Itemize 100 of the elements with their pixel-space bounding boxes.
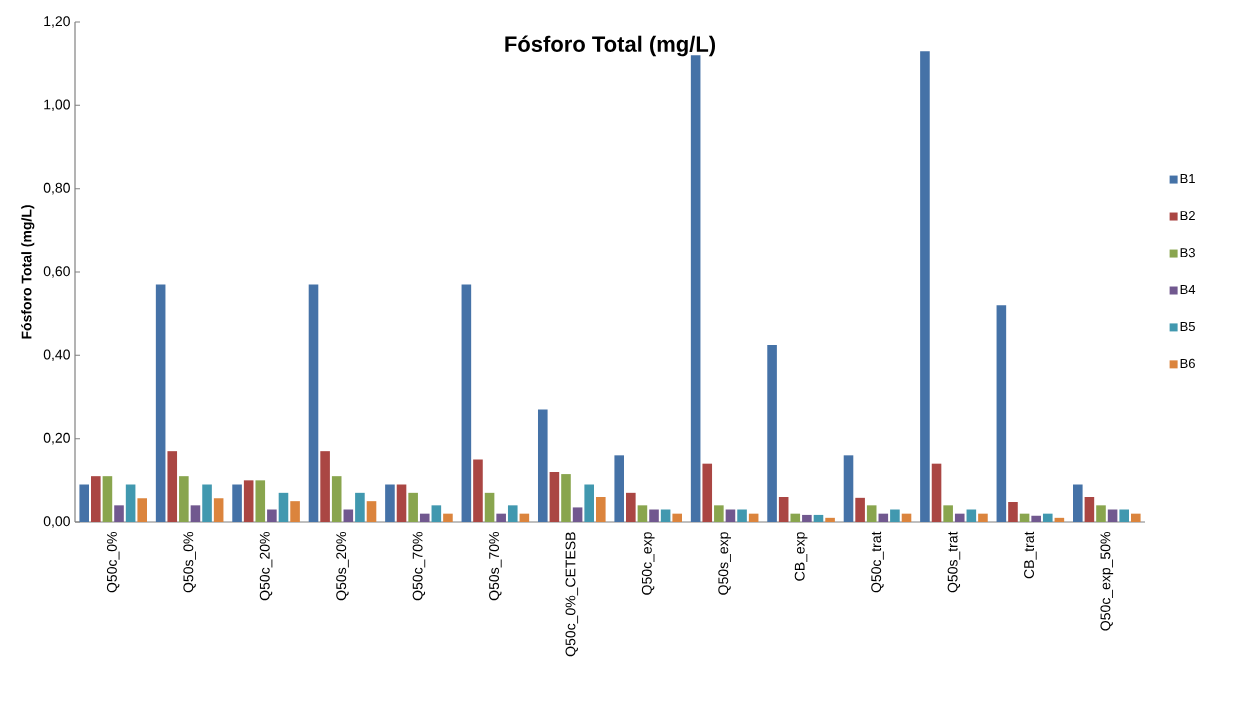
bar [1119, 509, 1129, 522]
x-tick-label: Q50c_70% [412, 532, 426, 601]
bar [561, 474, 571, 522]
bar [549, 472, 560, 522]
bar [737, 509, 747, 522]
bar [901, 513, 912, 522]
x-tick-label: Q50s_trat [947, 531, 961, 593]
bar [996, 305, 1007, 522]
bar [190, 505, 201, 522]
bar [167, 451, 178, 522]
bar [408, 492, 418, 522]
bar [366, 501, 377, 522]
legend-label: B2 [1180, 211, 1195, 221]
bar [267, 509, 277, 522]
x-tick-label: Q50s_0% [183, 532, 196, 593]
bar [790, 513, 801, 522]
bar [102, 476, 113, 522]
bar [290, 501, 300, 522]
bar [825, 517, 835, 522]
bar [431, 505, 442, 522]
bar [1130, 513, 1141, 522]
bar [866, 505, 877, 522]
legend-label: B6 [1180, 358, 1195, 369]
bar [843, 455, 854, 522]
bar [920, 51, 930, 522]
x-tick-label: Q50s_exp [718, 532, 731, 595]
legend-label: B1 [1180, 174, 1195, 184]
x-tick-label: Q50c_20% [259, 532, 273, 601]
bar [702, 463, 713, 522]
bar [1042, 513, 1053, 522]
bar [278, 492, 289, 522]
bar [507, 505, 518, 522]
bar [255, 480, 266, 522]
bar [595, 497, 606, 522]
bar [1072, 484, 1083, 522]
bar [1019, 513, 1030, 522]
bar [748, 513, 759, 522]
bar [802, 514, 812, 522]
bar [660, 509, 671, 522]
bar [461, 284, 472, 522]
bar [637, 505, 648, 522]
bar [649, 509, 659, 522]
bar [396, 484, 407, 522]
bar [91, 476, 101, 522]
bar [343, 509, 354, 522]
x-tick-label: CB_exp [794, 532, 808, 581]
x-tick-label: Q50c_0% [106, 532, 120, 593]
legend-label: B3 [1180, 248, 1195, 258]
x-tick-label: Q50c_trat [871, 531, 884, 593]
legend-label: B5 [1180, 321, 1195, 332]
y-tick-label: 0,20 [43, 432, 70, 445]
x-tick-label: Q50c_exp_50% [1100, 532, 1114, 631]
bar [484, 492, 495, 522]
bar [1008, 502, 1018, 522]
bar [672, 513, 683, 522]
x-tick-label: Q50c_0%_CETESB [565, 532, 579, 657]
y-tick-label: 0,60 [43, 266, 70, 278]
bar [79, 484, 90, 522]
bar [179, 476, 189, 522]
bar [943, 505, 953, 522]
bar [213, 498, 224, 522]
bar [1107, 509, 1118, 522]
bar [855, 497, 865, 522]
bar [1084, 497, 1095, 522]
bar [1054, 517, 1065, 522]
bar [537, 409, 548, 522]
bar [419, 513, 430, 522]
bar [978, 513, 988, 522]
bar [690, 55, 701, 522]
legend-label: B4 [1180, 285, 1196, 295]
bar [714, 505, 724, 522]
y-tick-label: 0,40 [43, 349, 70, 362]
y-axis-title: Fósforo Total (mg/L) [21, 205, 35, 339]
bar [137, 498, 148, 522]
bar [519, 513, 530, 522]
bar [890, 509, 900, 522]
bar [232, 484, 242, 522]
bar [243, 480, 254, 522]
bar [626, 492, 636, 522]
x-tick-label: Q50s_20% [336, 532, 349, 601]
bar [767, 344, 777, 522]
bar [572, 507, 583, 522]
bar [155, 284, 166, 522]
x-tick-label: CB_trat [1024, 531, 1037, 579]
bar [496, 513, 506, 522]
bar [813, 514, 824, 522]
bar [966, 509, 977, 522]
bar [931, 463, 942, 522]
text: Fósforo Total (mg/L) [505, 35, 716, 57]
bar [202, 484, 212, 522]
bar [331, 476, 342, 522]
bar [1096, 505, 1106, 522]
bar [114, 505, 124, 522]
bar [473, 459, 483, 522]
bar [954, 513, 965, 522]
y-tick-label: 0,00 [43, 516, 70, 528]
x-tick-label: Q50c_exp [641, 532, 655, 595]
bar [1031, 515, 1041, 522]
bar [308, 284, 319, 522]
bar [355, 492, 365, 522]
